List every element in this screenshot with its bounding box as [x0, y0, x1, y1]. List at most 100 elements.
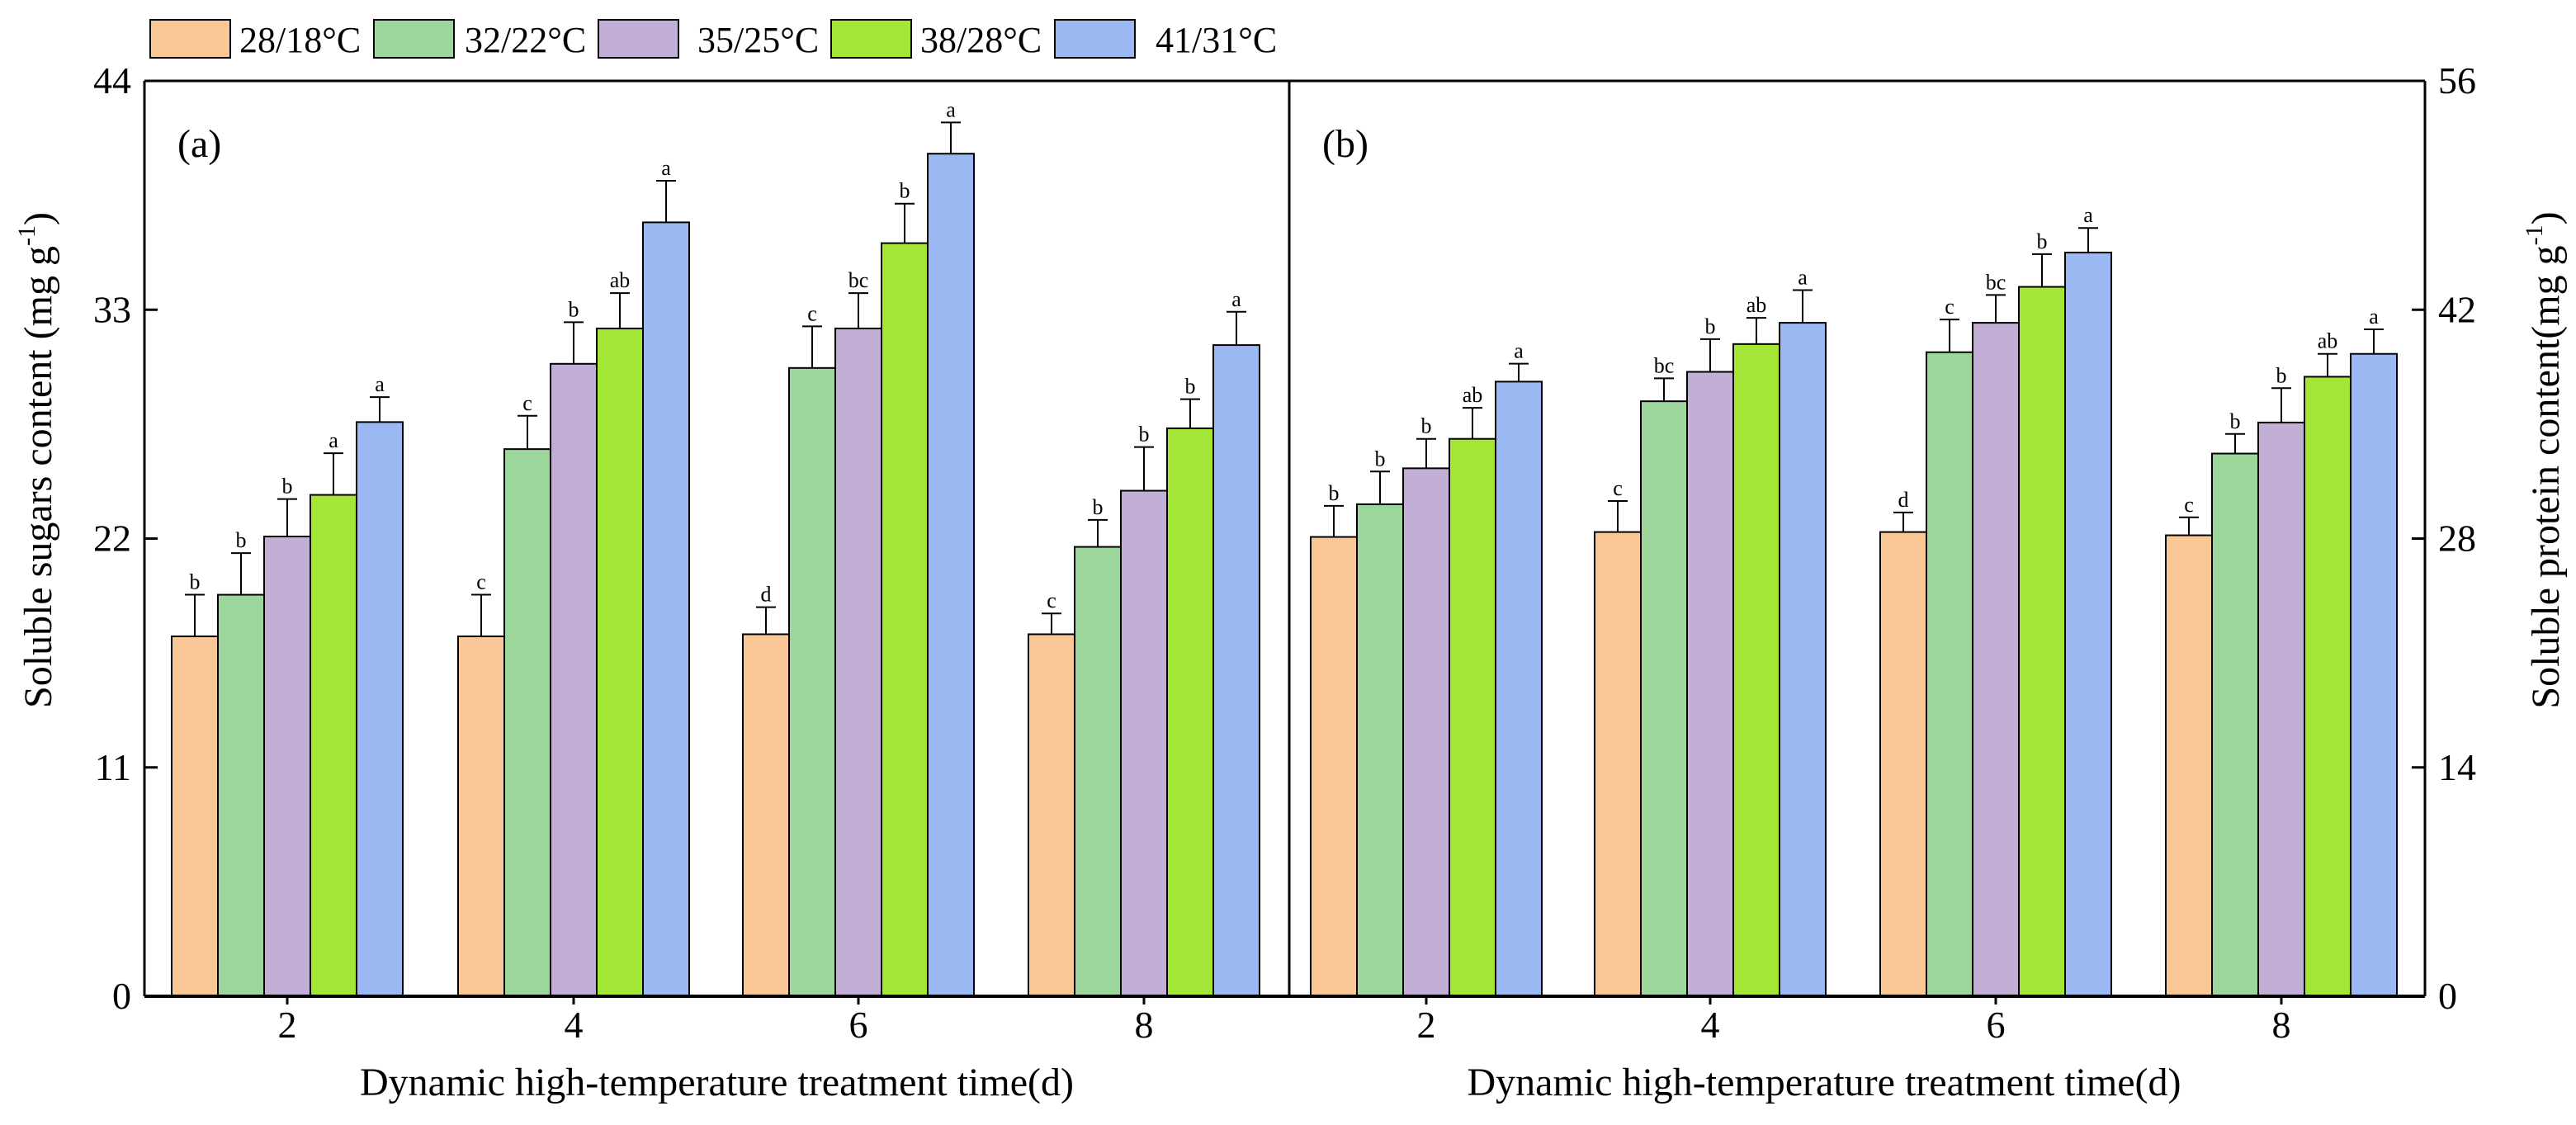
bar: [217, 593, 265, 997]
bar: [2304, 376, 2351, 997]
bar: [927, 153, 975, 998]
significance-letter: b: [1139, 423, 1150, 447]
significance-letter: bc: [1654, 353, 1675, 377]
significance-letter: c: [1047, 588, 1056, 612]
significance-letter: a: [1798, 265, 1808, 289]
panel-label: (b): [1322, 122, 1368, 166]
significance-letter: d: [1898, 488, 1909, 512]
significance-letter: b: [190, 570, 201, 594]
significance-letter: c: [1613, 476, 1623, 500]
legend-label: 41/31°C: [1156, 20, 1277, 60]
x-tick-label: 2: [278, 1004, 297, 1046]
significance-letter: a: [328, 428, 338, 452]
bar: [457, 635, 505, 997]
x-axis-title: Dynamic high-temperature treatment time(…: [1468, 1061, 2181, 1104]
significance-letter: a: [661, 156, 671, 180]
bar: [1166, 427, 1214, 997]
legend-swatch: [373, 19, 455, 59]
x-tick-label: 4: [1701, 1004, 1720, 1046]
bar: [1879, 531, 1927, 997]
significance-letter: ab: [1746, 293, 1767, 317]
y-axis-title-text: Soluble protein content(mg g: [2524, 245, 2568, 708]
significance-letter: b: [1375, 447, 1386, 470]
bar: [1640, 400, 1688, 997]
significance-letter: c: [807, 301, 817, 325]
y-axis-title: Soluble protein content(mg g-1): [2521, 211, 2568, 708]
significance-letter: b: [900, 179, 910, 203]
y-tick-label: 28: [2438, 518, 2476, 560]
y-tick-label: 33: [93, 288, 131, 330]
significance-letter: c: [522, 391, 532, 415]
significance-letter: d: [761, 583, 772, 607]
significance-letter: b: [2276, 363, 2287, 387]
bar: [2064, 251, 2112, 997]
significance-letter: b: [1421, 414, 1432, 438]
significance-letter: b: [1185, 375, 1196, 399]
legend-swatch: [149, 19, 231, 59]
x-tick-label: 2: [1417, 1004, 1436, 1046]
significance-letter: a: [946, 97, 956, 121]
significance-letter: b: [569, 297, 579, 321]
bar: [1028, 633, 1075, 997]
y-axis-title-superscript: -1: [2521, 225, 2548, 245]
significance-letter: ab: [2318, 329, 2338, 353]
significance-letter: c: [476, 570, 486, 594]
bar: [2018, 286, 2066, 997]
y-tick-label: 0: [2438, 975, 2457, 1017]
bar: [881, 242, 929, 997]
y-axis-title-text: Soluble sugars content (mg g: [17, 246, 60, 708]
bar: [1120, 489, 1168, 997]
significance-letter: b: [1093, 495, 1104, 519]
y-tick-label: 0: [112, 975, 131, 1017]
bar: [2165, 534, 2213, 997]
significance-letter: a: [375, 372, 385, 396]
x-axis-title: Dynamic high-temperature treatment time(…: [360, 1061, 1074, 1104]
legend-swatch: [1054, 19, 1136, 59]
x-tick-label: 8: [1135, 1004, 1154, 1046]
bar: [550, 362, 598, 998]
legend-label: 38/28°C: [920, 20, 1042, 60]
bar: [642, 221, 690, 997]
significance-letter: a: [1231, 287, 1241, 311]
bar: [310, 494, 357, 997]
bar: [2350, 352, 2398, 997]
significance-letter: b: [2037, 229, 2048, 253]
significance-letter: ab: [610, 268, 631, 292]
bar: [1212, 344, 1260, 997]
significance-letter: a: [2083, 203, 2093, 227]
significance-letter: b: [1329, 481, 1340, 505]
y-tick-label: 11: [95, 746, 131, 788]
x-tick-label: 8: [2272, 1004, 2291, 1046]
legend-label: 28/18°C: [239, 20, 361, 60]
y-tick-label: 22: [93, 518, 131, 560]
y-axis-title-superscript: -1: [13, 225, 40, 246]
significance-letter: ab: [1463, 383, 1483, 407]
bar: [834, 327, 882, 997]
significance-letter: bc: [848, 268, 869, 292]
bar: [2211, 452, 2259, 997]
bar: [1594, 531, 1642, 997]
y-tick-label: 42: [2438, 288, 2476, 330]
bar: [1449, 437, 1496, 997]
y-axis-title-end: ): [17, 212, 60, 225]
bar: [1732, 343, 1780, 997]
significance-letter: b: [1705, 314, 1716, 338]
bar: [1074, 546, 1122, 997]
legend-swatch: [830, 19, 912, 59]
y-axis-title-end: ): [2524, 211, 2568, 225]
bar: [171, 635, 219, 997]
bar: [788, 366, 836, 997]
significance-letter: c: [2184, 493, 2194, 517]
significance-letter: c: [1945, 295, 1954, 319]
x-tick-label: 6: [849, 1004, 868, 1046]
bar: [1310, 536, 1358, 997]
legend-label: 35/25°C: [697, 20, 819, 60]
bar: [596, 327, 644, 997]
bar: [1926, 351, 1973, 998]
y-tick-label: 44: [93, 59, 131, 102]
bar: [1402, 467, 1450, 997]
bar: [263, 535, 311, 997]
bar: [356, 421, 404, 997]
